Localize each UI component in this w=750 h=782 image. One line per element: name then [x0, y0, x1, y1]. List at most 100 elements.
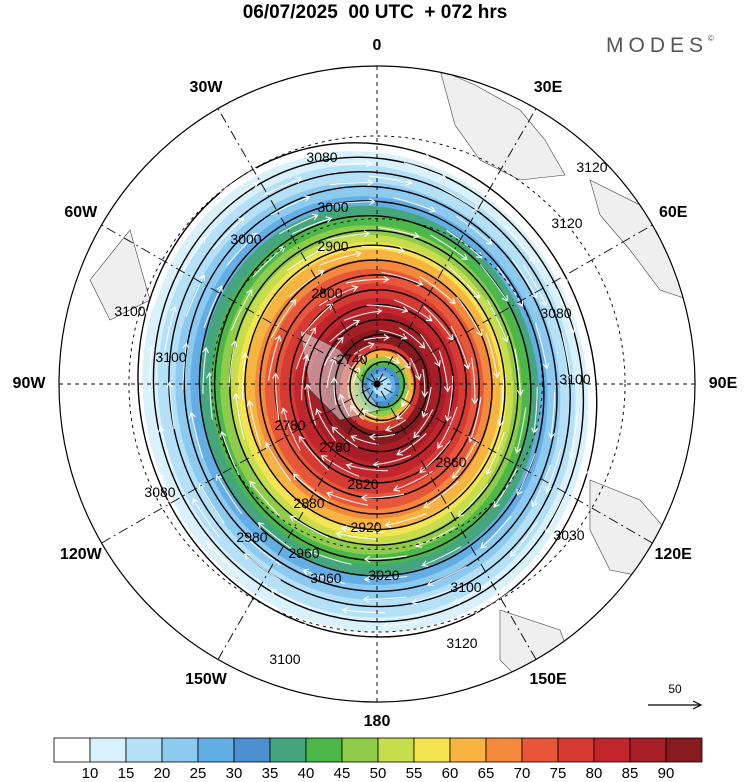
streamline-arrowhead — [471, 204, 479, 211]
vector-reference-value: 50 — [668, 682, 682, 696]
streamline-arrowhead — [461, 253, 468, 261]
streamline — [396, 353, 411, 369]
land-outline — [439, 69, 566, 181]
streamline — [270, 196, 310, 216]
streamline-arrowhead — [501, 295, 508, 302]
streamline — [202, 347, 207, 394]
colorbar-swatch — [269, 737, 307, 763]
streamline — [493, 468, 518, 508]
longitude-label-lon-60w: 60W — [64, 204, 98, 221]
streamline-arrowhead — [453, 598, 460, 605]
streamline-arrowhead — [366, 160, 373, 168]
height-contour — [361, 361, 406, 409]
streamline — [439, 186, 479, 211]
streamline — [285, 151, 327, 164]
streamline-arrowhead — [434, 360, 441, 368]
meridian-line — [101, 224, 653, 544]
height-contour — [183, 185, 558, 592]
streamline — [319, 252, 362, 266]
streamline-arrowhead — [514, 446, 522, 454]
colorbar-tick-label: 10 — [82, 765, 99, 782]
streamline-arrowhead — [164, 265, 171, 273]
streamline-arrowhead — [545, 486, 552, 494]
streamline — [350, 405, 364, 421]
streamline-arrowhead — [548, 432, 555, 440]
streamline — [164, 306, 176, 352]
streamline — [248, 400, 262, 447]
streamline-arrowhead — [329, 356, 337, 364]
streamline — [275, 373, 280, 420]
streamline-arrowhead — [383, 275, 390, 283]
streamline — [486, 299, 508, 342]
streamline-arrowhead — [542, 362, 550, 370]
streamline — [300, 624, 343, 638]
streamline — [542, 244, 568, 286]
streamline — [516, 452, 536, 496]
streamline — [213, 217, 245, 250]
streamline-arrowhead — [219, 430, 227, 438]
vector-reference-arrow — [648, 700, 703, 710]
streamline — [366, 304, 408, 312]
streamline — [270, 589, 312, 609]
contour-label: 2800 — [311, 285, 342, 301]
streamline-arrowhead — [241, 352, 249, 359]
colorbar-swatch — [449, 737, 487, 763]
streamline — [301, 355, 308, 401]
streamline-arrowhead — [457, 510, 465, 518]
streamline — [207, 542, 241, 576]
height-contour — [259, 259, 493, 515]
colorbar-tick-label: 65 — [478, 765, 495, 782]
polar-stereographic-map: 3080 3000 3000 2900 2800 2740 2760 2780 2820 2860… — [58, 65, 696, 703]
streamline-arrowhead — [244, 536, 252, 544]
streamline-arrowhead — [452, 472, 459, 479]
streamline — [474, 590, 512, 616]
colorbar-swatch — [593, 737, 631, 763]
streamline — [437, 406, 458, 449]
streamline — [333, 377, 337, 406]
streamline-arrowhead — [415, 541, 423, 548]
colorbar-swatch — [557, 737, 595, 763]
height-contour — [137, 142, 598, 638]
streamline — [456, 215, 492, 245]
streamline-arrowhead — [353, 319, 360, 326]
streamline — [343, 310, 382, 321]
contour-label: 3100 — [155, 349, 186, 365]
colorbar-tick-label: 80 — [586, 765, 603, 782]
streamline — [364, 575, 408, 580]
streamline-arrowhead — [485, 238, 493, 245]
streamline — [450, 325, 469, 369]
streamline — [282, 408, 301, 451]
streamline — [258, 522, 294, 551]
streamline-arrowhead — [147, 344, 155, 352]
streamline-arrowhead — [281, 407, 288, 415]
streamline — [485, 332, 498, 378]
height-contour — [349, 348, 416, 422]
streamline-arrowhead — [418, 342, 426, 349]
streamline-arrowhead — [237, 216, 245, 224]
streamline — [289, 515, 329, 539]
latitude-circle — [211, 218, 543, 550]
streamline-arrowhead — [326, 303, 334, 310]
streamline-arrowhead — [230, 340, 238, 347]
streamline — [339, 394, 350, 417]
streamline-arrowhead — [392, 485, 400, 492]
streamline — [422, 546, 462, 566]
contour-label: 3080 — [540, 305, 571, 321]
streamline — [361, 493, 405, 499]
streamline — [370, 433, 396, 438]
streamline-arrowhead — [474, 609, 481, 616]
streamline — [393, 470, 433, 491]
contour-label: 2880 — [293, 495, 324, 511]
streamline-arrowhead — [206, 542, 214, 549]
colorbar-swatch — [161, 737, 199, 763]
streamline — [419, 333, 440, 367]
brand-logo: MODES© — [606, 34, 714, 58]
meridian-line — [217, 108, 537, 660]
streamline — [309, 551, 352, 565]
streamline-arrowhead — [401, 400, 408, 407]
streamline — [230, 289, 253, 331]
streamline-arrowhead — [309, 327, 316, 334]
streamline-arrowhead — [232, 392, 240, 400]
streamline — [328, 163, 372, 166]
streamline-arrowhead — [321, 149, 328, 157]
